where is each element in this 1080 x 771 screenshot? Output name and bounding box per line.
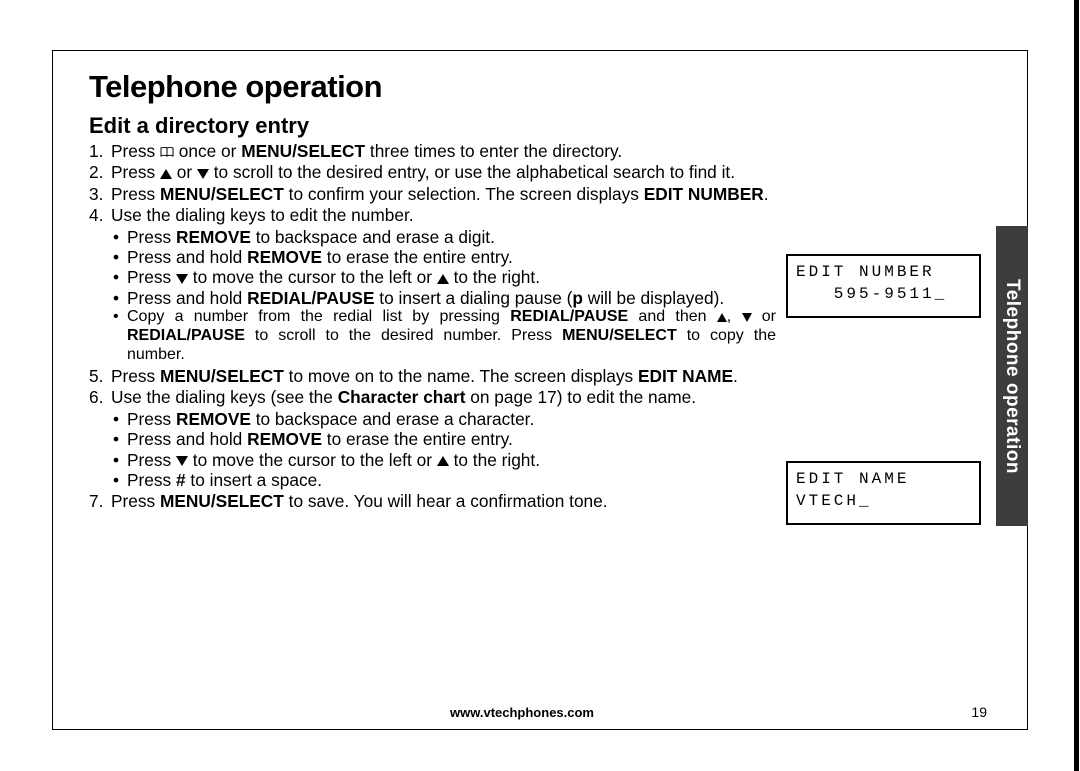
up-arrow-icon (717, 313, 727, 322)
lcd-edit-name: EDIT NAME VTECH_ (786, 461, 981, 525)
page-edge-band (1074, 0, 1079, 771)
step-5: 5. Press MENU/SELECT to move on to the n… (89, 366, 776, 386)
up-arrow-icon (160, 169, 172, 179)
instructions-column: 1. Press once or MENU/SELECT three times… (89, 141, 786, 513)
side-tab: Telephone operation (996, 226, 1028, 526)
step-6-bullet-3: Press to move the cursor to the left or … (111, 450, 776, 470)
lcd-edit-number: EDIT NUMBER 595-9511_ (786, 254, 981, 318)
step-4-bullet-2: Press and hold REMOVE to erase the entir… (111, 247, 776, 267)
step-3: 3. Press MENU/SELECT to confirm your sel… (89, 184, 776, 204)
step-1: 1. Press once or MENU/SELECT three times… (89, 141, 776, 161)
subsection-title: Edit a directory entry (89, 113, 991, 139)
step-4-bullet-4: Press and hold REDIAL/PAUSE to insert a … (111, 288, 776, 308)
lcd-screens-column: EDIT NUMBER 595-9511_ EDIT NAME VTECH_ (786, 141, 991, 525)
step-4-bullet-5: Copy a number from the redial list by pr… (111, 308, 776, 365)
section-title: Telephone operation (89, 69, 991, 105)
step-6-bullet-1: Press REMOVE to backspace and erase a ch… (111, 409, 776, 429)
page-number: 19 (971, 704, 987, 720)
down-arrow-icon (176, 456, 188, 466)
step-6: 6. Use the dialing keys (see the Charact… (89, 387, 776, 490)
footer-url: www.vtechphones.com (53, 705, 991, 720)
step-2: 2. Press or to scroll to the desired ent… (89, 162, 776, 182)
manual-page: Telephone operation Edit a directory ent… (52, 50, 1028, 730)
directory-icon (160, 147, 174, 157)
down-arrow-icon (197, 169, 209, 179)
up-arrow-icon (437, 274, 449, 284)
step-7: 7. Press MENU/SELECT to save. You will h… (89, 491, 776, 511)
step-6-bullet-2: Press and hold REMOVE to erase the entir… (111, 429, 776, 449)
down-arrow-icon (742, 313, 752, 322)
step-6-bullet-4: Press # to insert a space. (111, 470, 776, 490)
down-arrow-icon (176, 274, 188, 284)
step-4-bullet-3: Press to move the cursor to the left or … (111, 267, 776, 287)
step-4-bullet-1: Press REMOVE to backspace and erase a di… (111, 227, 776, 247)
step-4: 4. Use the dialing keys to edit the numb… (89, 205, 776, 365)
up-arrow-icon (437, 456, 449, 466)
